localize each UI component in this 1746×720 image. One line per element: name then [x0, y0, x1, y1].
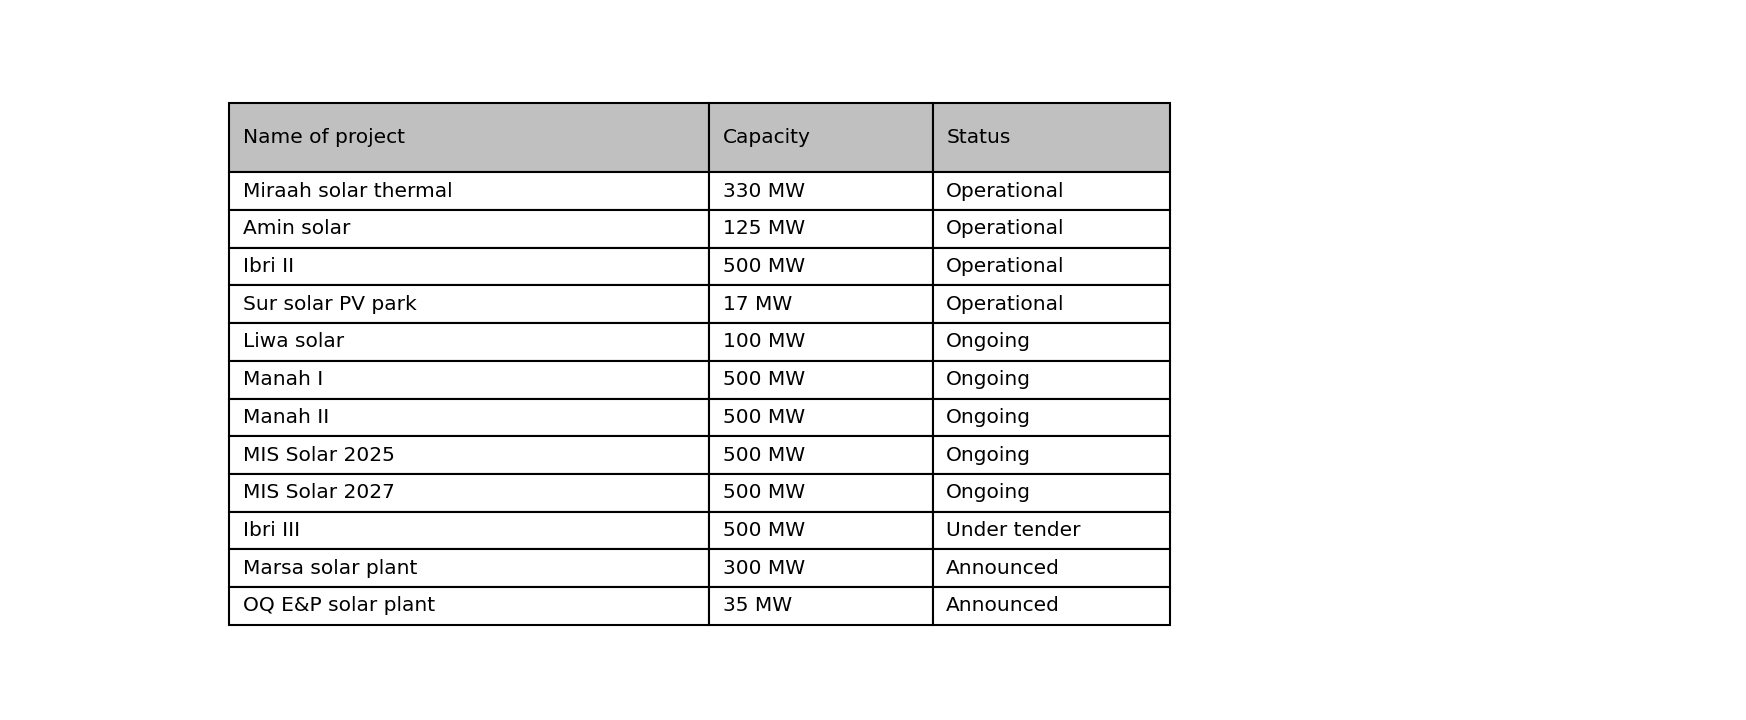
Bar	[709, 399, 932, 436]
Text: 100 MW: 100 MW	[723, 333, 805, 351]
Bar	[932, 103, 1170, 172]
Bar	[229, 474, 709, 512]
Bar	[709, 285, 932, 323]
Bar	[932, 361, 1170, 399]
Bar	[932, 436, 1170, 474]
Bar	[932, 399, 1170, 436]
Bar	[932, 285, 1170, 323]
Text: Name of project: Name of project	[243, 128, 405, 147]
Text: 330 MW: 330 MW	[723, 181, 805, 201]
Bar	[709, 323, 932, 361]
Bar	[709, 103, 932, 172]
Text: Ongoing: Ongoing	[946, 483, 1032, 503]
Text: 500 MW: 500 MW	[723, 521, 805, 540]
Text: Capacity: Capacity	[723, 128, 810, 147]
Text: Operational: Operational	[946, 181, 1065, 201]
Text: Ongoing: Ongoing	[946, 408, 1032, 427]
Text: 500 MW: 500 MW	[723, 408, 805, 427]
Bar	[709, 512, 932, 549]
Text: Operational: Operational	[946, 220, 1065, 238]
Text: Manah II: Manah II	[243, 408, 328, 427]
Text: Status: Status	[946, 128, 1011, 147]
Bar	[229, 103, 709, 172]
Text: 35 MW: 35 MW	[723, 596, 793, 616]
Bar	[229, 512, 709, 549]
Text: Amin solar: Amin solar	[243, 220, 349, 238]
Bar	[709, 248, 932, 285]
Text: Miraah solar thermal: Miraah solar thermal	[243, 181, 452, 201]
Text: Under tender: Under tender	[946, 521, 1081, 540]
Bar	[709, 210, 932, 248]
Text: Marsa solar plant: Marsa solar plant	[243, 559, 417, 577]
Text: 125 MW: 125 MW	[723, 220, 805, 238]
Bar	[709, 436, 932, 474]
Bar	[229, 436, 709, 474]
Bar	[709, 361, 932, 399]
Text: Ongoing: Ongoing	[946, 446, 1032, 464]
Text: Ibri II: Ibri II	[243, 257, 293, 276]
Text: MIS Solar 2025: MIS Solar 2025	[243, 446, 395, 464]
Bar	[709, 549, 932, 587]
Text: Ongoing: Ongoing	[946, 333, 1032, 351]
Bar	[932, 172, 1170, 210]
Bar	[709, 587, 932, 625]
Bar	[709, 474, 932, 512]
Bar	[229, 285, 709, 323]
Bar	[229, 210, 709, 248]
Bar	[709, 172, 932, 210]
Bar	[932, 474, 1170, 512]
Text: 500 MW: 500 MW	[723, 257, 805, 276]
Bar	[229, 399, 709, 436]
Text: MIS Solar 2027: MIS Solar 2027	[243, 483, 395, 503]
Bar	[229, 248, 709, 285]
Text: Sur solar PV park: Sur solar PV park	[243, 294, 416, 314]
Text: 300 MW: 300 MW	[723, 559, 805, 577]
Bar	[932, 323, 1170, 361]
Bar	[229, 323, 709, 361]
Text: Announced: Announced	[946, 596, 1060, 616]
Bar	[229, 549, 709, 587]
Bar	[932, 549, 1170, 587]
Text: Operational: Operational	[946, 257, 1065, 276]
Text: Announced: Announced	[946, 559, 1060, 577]
Text: Liwa solar: Liwa solar	[243, 333, 344, 351]
Bar	[932, 587, 1170, 625]
Bar	[229, 587, 709, 625]
Text: Manah I: Manah I	[243, 370, 323, 390]
Text: 500 MW: 500 MW	[723, 370, 805, 390]
Text: Operational: Operational	[946, 294, 1065, 314]
Text: 500 MW: 500 MW	[723, 483, 805, 503]
Text: 500 MW: 500 MW	[723, 446, 805, 464]
Text: Ongoing: Ongoing	[946, 370, 1032, 390]
Bar	[229, 361, 709, 399]
Bar	[932, 248, 1170, 285]
Bar	[229, 172, 709, 210]
Bar	[932, 512, 1170, 549]
Text: 17 MW: 17 MW	[723, 294, 793, 314]
Bar	[932, 210, 1170, 248]
Text: OQ E&P solar plant: OQ E&P solar plant	[243, 596, 435, 616]
Text: Ibri III: Ibri III	[243, 521, 300, 540]
